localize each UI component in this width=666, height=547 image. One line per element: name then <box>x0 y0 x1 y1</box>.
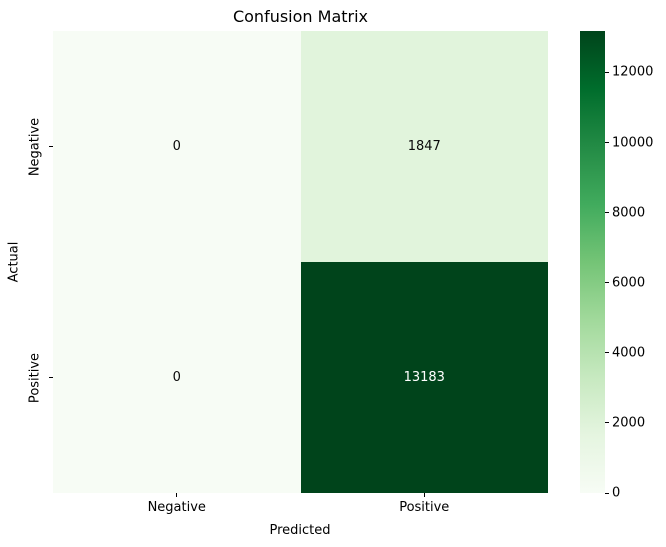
colorbar-tick-mark <box>605 212 609 214</box>
colorbar-tick-mark <box>605 422 609 424</box>
y-axis-label: Actual <box>6 241 22 283</box>
colorbar-tick-label: 12000 <box>612 64 654 80</box>
colorbar-tick-label: 6000 <box>612 275 646 291</box>
colorbar-tick-mark <box>605 492 609 494</box>
colorbar <box>580 31 605 493</box>
colorbar-tick-label: 8000 <box>612 205 646 221</box>
colorbar-tick-label: 10000 <box>612 135 654 151</box>
x-tick-mark <box>423 493 425 497</box>
heatmap-cell-negative-negative: 0 <box>53 31 301 262</box>
cell-value: 13183 <box>403 370 445 385</box>
colorbar-tick-label: 2000 <box>612 415 646 431</box>
y-tick-label-positive: Positive <box>27 352 43 403</box>
cell-value: 0 <box>172 139 181 154</box>
chart-title: Confusion Matrix <box>232 7 369 26</box>
colorbar-tick-mark <box>605 142 609 144</box>
x-tick-label-negative: Negative <box>147 500 206 515</box>
colorbar-tick-mark <box>605 71 609 73</box>
colorbar-tick-mark <box>605 352 609 354</box>
heatmap-cell-positive-negative: 0 <box>53 262 301 493</box>
y-tick-mark <box>49 146 53 147</box>
x-tick-label-positive: Positive <box>399 500 450 515</box>
y-tick-label-negative: Negative <box>27 117 43 176</box>
cell-value: 0 <box>172 370 181 385</box>
colorbar-tick-label: 4000 <box>612 345 646 361</box>
colorbar-tick-label: 0 <box>612 485 621 501</box>
heatmap-cell-positive-positive: 13183 <box>300 262 548 493</box>
heatmap-cell-negative-positive: 1847 <box>300 31 548 262</box>
y-tick-mark <box>49 377 53 378</box>
colorbar-tick-mark <box>605 282 609 284</box>
cell-value: 1847 <box>407 139 441 154</box>
heatmap-plot-area: 0 1847 0 13183 <box>53 31 548 493</box>
x-axis-label: Predicted <box>269 523 331 538</box>
x-tick-mark <box>176 493 178 497</box>
